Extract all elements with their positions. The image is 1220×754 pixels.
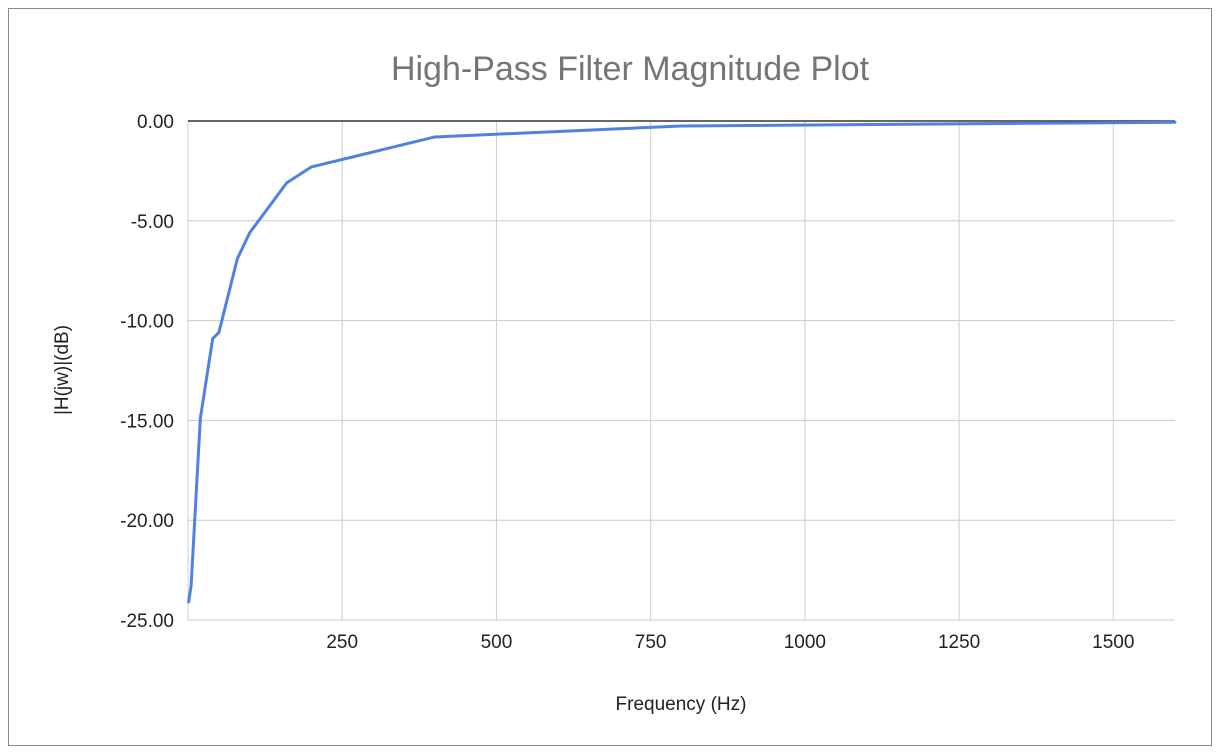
y-tick-label: 0.00 bbox=[137, 112, 174, 133]
x-tick-label: 750 bbox=[635, 632, 667, 653]
y-tick-label: -25.00 bbox=[120, 611, 174, 632]
y-axis-label: |H(jw)|(dB) bbox=[52, 325, 73, 415]
x-tick-label: 1000 bbox=[784, 632, 826, 653]
y-tick-label: -5.00 bbox=[131, 212, 174, 233]
chart-frame bbox=[8, 8, 1212, 746]
x-tick-label: 1250 bbox=[938, 632, 980, 653]
x-tick-label: 500 bbox=[481, 632, 513, 653]
y-tick-label: -20.00 bbox=[120, 511, 174, 532]
y-tick-label: -10.00 bbox=[120, 312, 174, 333]
series-layer bbox=[187, 120, 1177, 604]
grid-lines bbox=[187, 120, 1175, 621]
tick-labels: 250 500 750 1000 1250 1500 0.00 -5.00 -10.00 -15.… bbox=[120, 112, 1134, 653]
chart-title: High-Pass Filter Magnitude Plot bbox=[391, 50, 870, 88]
series-line bbox=[187, 120, 1177, 604]
x-axis-label: Frequency (Hz) bbox=[616, 694, 747, 715]
x-tick-label: 1500 bbox=[1092, 632, 1134, 653]
x-tick-label: 250 bbox=[326, 632, 358, 653]
y-tick-label: -15.00 bbox=[120, 411, 174, 432]
